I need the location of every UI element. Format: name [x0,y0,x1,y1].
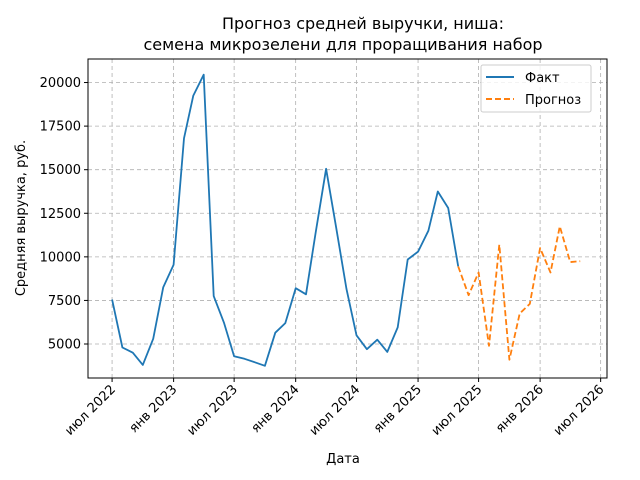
series-layer [111,73,581,367]
y-axis-ticks: 5000 7500 10000 12500 15000 17500 20000 [40,76,88,353]
chart-title-line-1: Прогноз средней выручки, ниша: [222,14,504,33]
y-tick-label: 12500 [40,207,81,222]
chart-title-line-2: семена микрозелени для проращивания набо… [143,35,542,54]
y-tick-label: 7500 [48,294,81,309]
legend-label-fact: Факт [525,71,560,86]
legend-label-forecast: Прогноз [525,93,581,108]
series-line-fact [111,73,460,367]
y-tick-label: 17500 [40,120,81,135]
y-tick-label: 20000 [40,76,81,91]
x-axis-label: Дата [326,452,360,467]
y-tick-label: 15000 [40,163,81,178]
y-tick-label: 5000 [48,338,81,353]
y-axis-label: Средняя выручка, руб. [14,140,29,296]
plot-frame [87,58,608,379]
y-tick-label: 10000 [40,250,81,265]
series-line-forecast [457,225,581,361]
legend: Факт Прогноз [480,64,592,113]
